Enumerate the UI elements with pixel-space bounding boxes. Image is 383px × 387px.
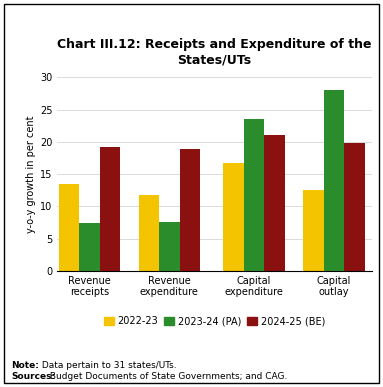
Text: Sources:: Sources:	[11, 372, 56, 381]
Legend: 2022-23, 2023-24 (PA), 2024-25 (BE): 2022-23, 2023-24 (PA), 2024-25 (BE)	[100, 313, 329, 330]
Bar	[223, 163, 244, 271]
Bar	[159, 222, 180, 271]
Text: Budget Documents of State Governments; and CAG.: Budget Documents of State Governments; a…	[47, 372, 287, 381]
Bar	[139, 195, 159, 271]
Bar	[303, 190, 324, 271]
Bar	[244, 119, 264, 271]
Bar	[79, 223, 100, 271]
Bar	[180, 149, 200, 271]
Bar	[100, 147, 120, 271]
Bar	[59, 184, 79, 271]
Bar	[324, 90, 344, 271]
Text: Data pertain to 31 states/UTs.: Data pertain to 31 states/UTs.	[39, 361, 177, 370]
Bar	[344, 143, 365, 271]
Text: Note:: Note:	[11, 361, 39, 370]
Bar	[264, 135, 285, 271]
Title: Chart III.12: Receipts and Expenditure of the
States/UTs: Chart III.12: Receipts and Expenditure o…	[57, 38, 372, 66]
Y-axis label: y-o-y growth in per cent: y-o-y growth in per cent	[26, 115, 36, 233]
